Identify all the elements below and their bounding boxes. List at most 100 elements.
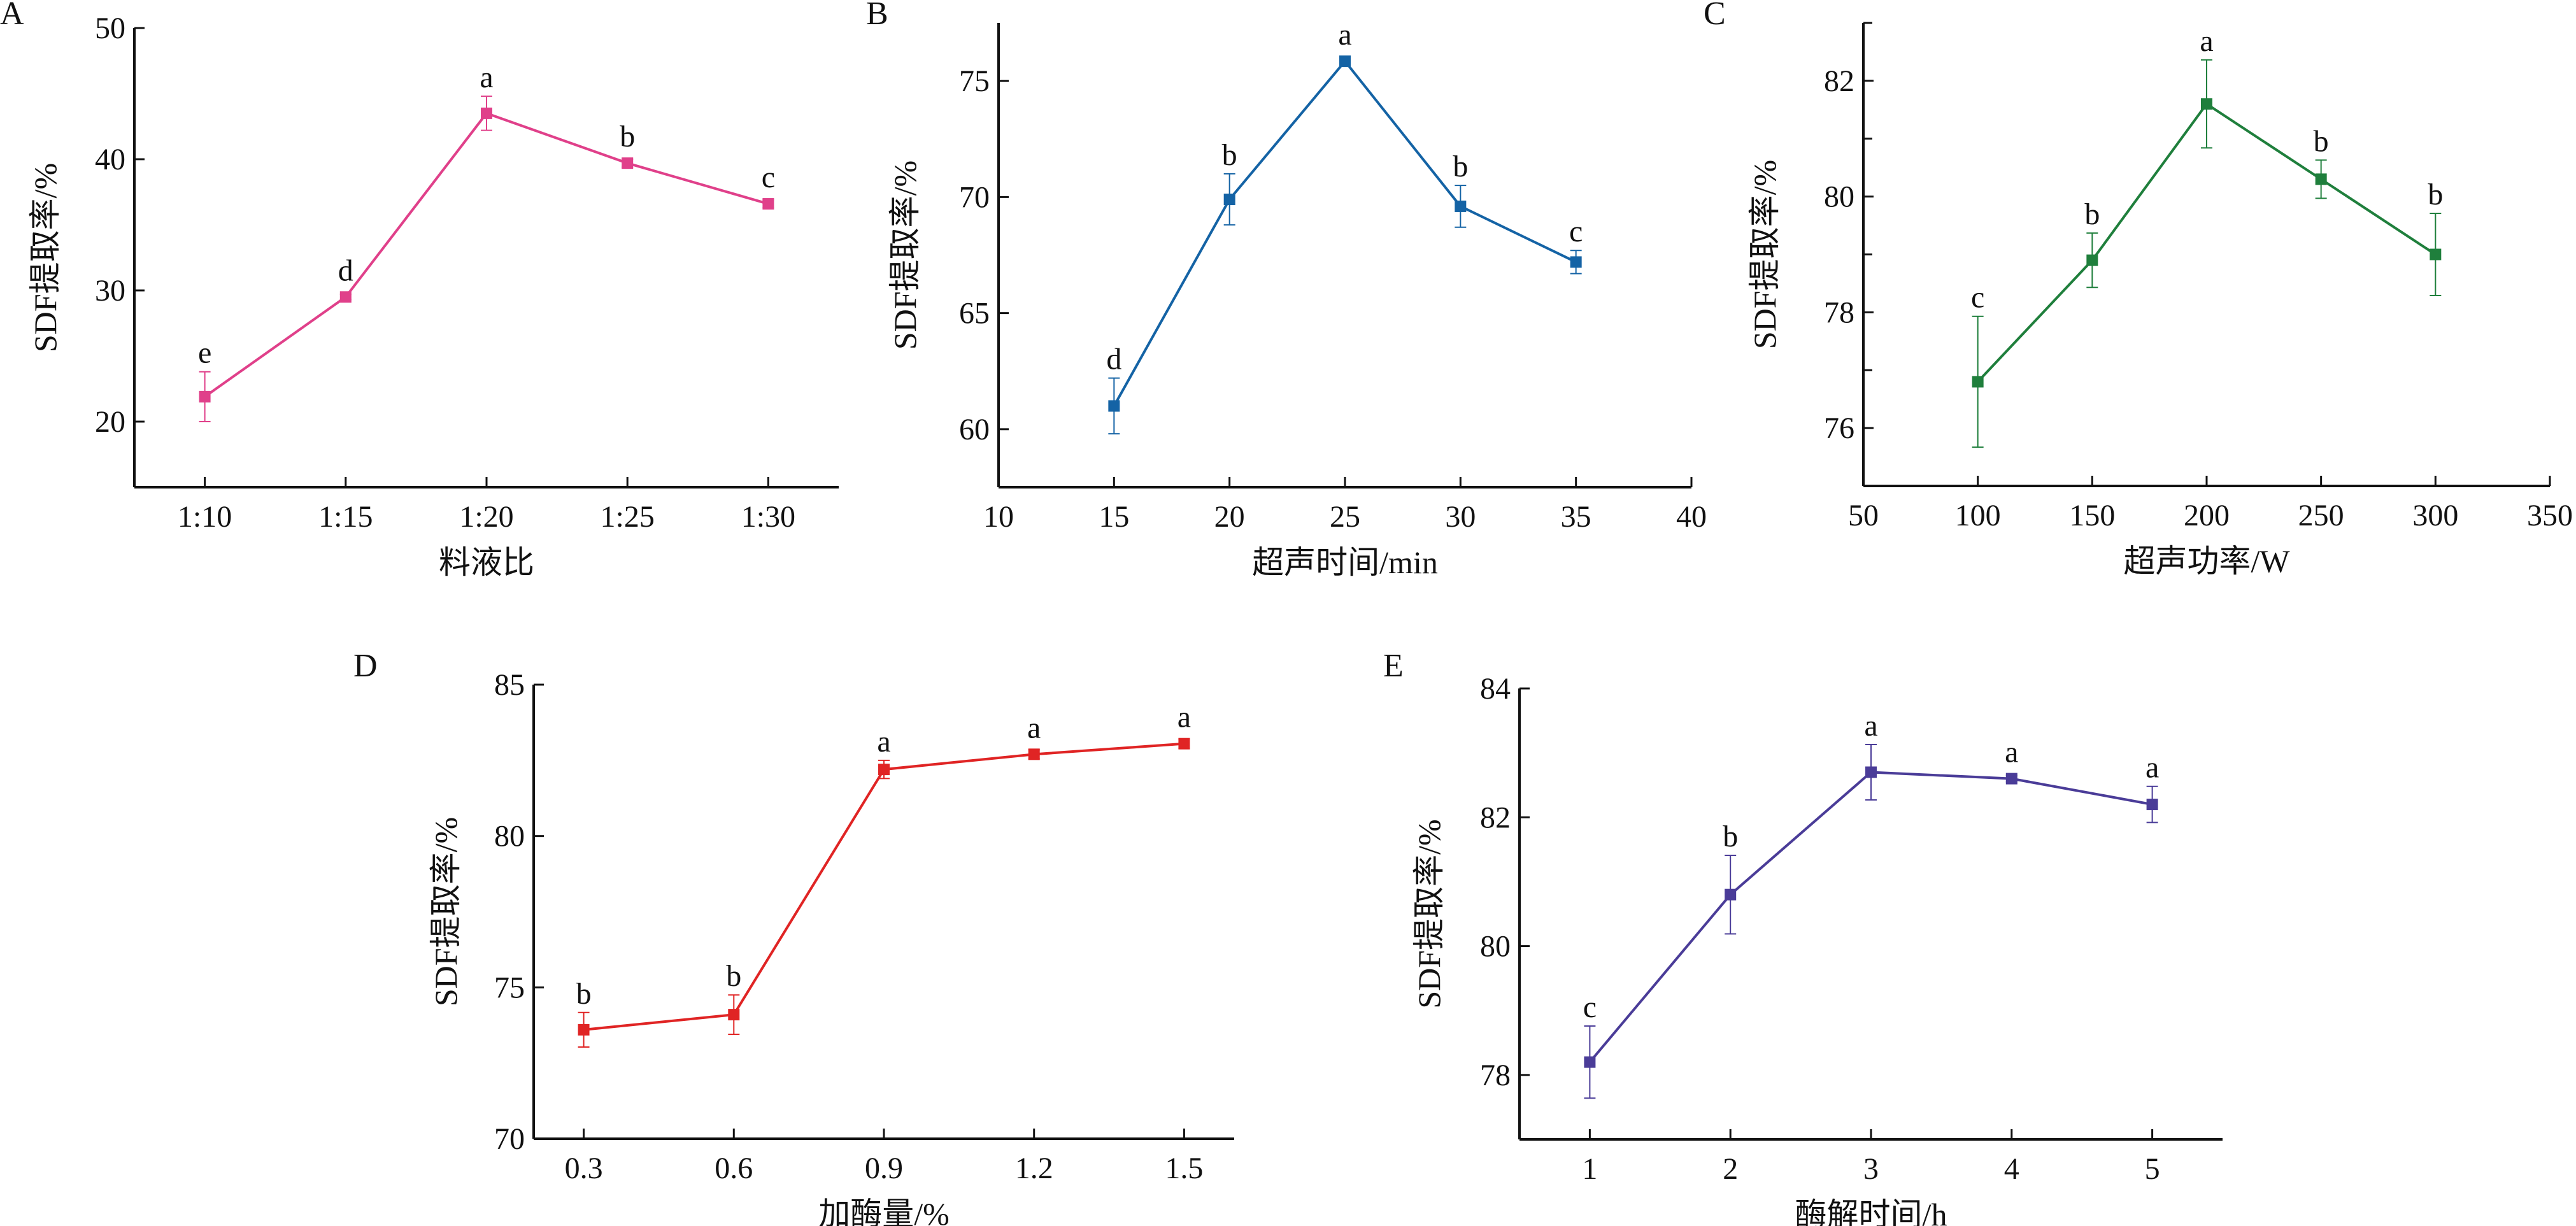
x-tick-label: 1:30: [741, 500, 795, 534]
y-tick-label: 80: [1824, 180, 1854, 214]
data-point-marker: [1455, 200, 1467, 212]
y-tick-label: 78: [1480, 1058, 1511, 1092]
data-point-marker: [1223, 194, 1235, 206]
data-point-marker: [481, 107, 492, 119]
data-point-marker: [2430, 248, 2442, 260]
x-tick-label: 1:10: [178, 500, 232, 534]
x-tick-label: 30: [1445, 500, 1476, 534]
x-tick-label: 4: [2004, 1152, 2019, 1186]
data-point-marker: [728, 1009, 740, 1021]
x-tick-label: 20: [1214, 500, 1245, 534]
significance-letter: a: [2145, 751, 2159, 785]
significance-letter: a: [1178, 701, 1191, 734]
y-tick-label: 75: [959, 64, 990, 98]
data-point-marker: [2146, 799, 2158, 811]
series-line: [204, 111, 769, 398]
significance-letter: c: [1583, 990, 1597, 1024]
y-tick-label: 76: [1824, 411, 1854, 445]
significance-letter: b: [1222, 138, 1237, 172]
y-tick-label: 75: [494, 971, 525, 1004]
x-tick-label: 1:20: [459, 500, 513, 534]
chart-panel-a: A 20 30 40 50 1:10 1:15 1:20 1:25 1:30 料液比 SDF提取率/%…: [0, 0, 839, 580]
y-tick-label: 70: [494, 1122, 525, 1156]
chart-panel-d: D 70 75 80 85 0.3 0.6 0.9 1.2 1.5 加酶量/% SDF提取率/% b b a…: [353, 648, 1234, 1226]
x-tick-label: 1: [1582, 1152, 1597, 1186]
data-point-marker: [622, 157, 634, 169]
x-tick-label: 100: [1955, 499, 2001, 532]
x-tick-label: 10: [983, 500, 1014, 534]
data-point-marker: [1108, 400, 1120, 412]
x-tick-label: 5: [2145, 1152, 2160, 1186]
significance-letter: a: [1338, 18, 1351, 52]
x-axis-title: 超声时间/min: [1252, 545, 1438, 580]
significance-letter: e: [198, 336, 211, 370]
x-tick-label: 25: [1330, 500, 1360, 534]
chart-panel-b: B 60 65 70 75 10 15 20 25 30 35 40 超声时间/min SDF提取率/% d…: [866, 0, 1707, 580]
series-line: [1588, 771, 2153, 1063]
y-tick-label: 84: [1480, 672, 1511, 706]
significance-letter: b: [620, 120, 635, 153]
x-tick-label: 350: [2527, 499, 2573, 532]
y-tick-label: 20: [95, 405, 125, 439]
significance-letter: a: [2200, 24, 2213, 58]
x-tick-label: 0.9: [865, 1151, 903, 1185]
x-tick-label: 15: [1099, 500, 1129, 534]
x-tick-label: 200: [2184, 499, 2230, 532]
y-tick-label: 80: [494, 820, 525, 853]
y-tick-label: 40: [95, 143, 125, 176]
data-point-marker: [339, 291, 352, 303]
data-point-marker: [1725, 888, 1737, 901]
data-point-marker: [2315, 173, 2327, 185]
x-tick-label: 0.6: [715, 1151, 753, 1185]
data-point-marker: [1570, 256, 1582, 268]
y-tick-label: 65: [959, 297, 990, 331]
significance-letter: d: [1106, 343, 1121, 376]
y-tick-label: 82: [1824, 64, 1854, 98]
panel-label: C: [1704, 0, 1726, 32]
x-axis-title: 料液比: [439, 545, 534, 580]
y-tick-label: 70: [959, 180, 990, 214]
y-axis-title: SDF提取率/%: [27, 163, 63, 352]
y-axis-title: SDF提取率/%: [1747, 160, 1783, 349]
data-point-marker: [2086, 254, 2098, 266]
significance-letter: d: [338, 253, 353, 287]
x-tick-label: 1.5: [1165, 1151, 1203, 1185]
chart-panel-c: C 76 78 80 82 50 100 150 200 250 300 350 超声功率/W SDF提取…: [1704, 0, 2573, 579]
y-axis-title: SDF提取率/%: [887, 160, 923, 350]
y-tick-label: 30: [95, 274, 125, 308]
x-tick-label: 1:15: [318, 500, 373, 534]
x-tick-label: 40: [1676, 500, 1707, 534]
x-tick-label: 1:25: [601, 500, 655, 534]
y-tick-label: 78: [1824, 296, 1854, 329]
x-tick-label: 250: [2298, 499, 2344, 532]
significance-letter: a: [480, 61, 493, 94]
panel-label: A: [0, 0, 24, 32]
series-line: [1113, 59, 1577, 407]
chart-panel-e: E 78 80 82 84 1 2 3 4 5 酶解时间/h SDF提取率/% c b a a a: [1383, 648, 2223, 1226]
significance-letter: c: [762, 160, 775, 194]
data-point-marker: [1028, 748, 1040, 760]
data-point-marker: [1972, 376, 1984, 388]
data-point-marker: [199, 390, 211, 403]
x-axis-title: 超声功率/W: [2123, 543, 2290, 579]
y-axis-title: SDF提取率/%: [1411, 819, 1447, 1008]
x-tick-label: 0.3: [565, 1151, 603, 1185]
data-point-marker: [878, 764, 890, 776]
series-line: [583, 742, 1185, 1031]
significance-letter: b: [1723, 820, 1738, 853]
x-axis-title: 酶解时间/h: [1795, 1197, 1947, 1226]
x-tick-label: 35: [1561, 500, 1591, 534]
significance-letter: b: [1453, 150, 1468, 183]
panel-label: E: [1383, 648, 1404, 684]
x-axis-title: 加酶量/%: [818, 1196, 950, 1226]
data-point-marker: [1865, 766, 1877, 778]
data-point-marker: [578, 1023, 590, 1036]
significance-letter: b: [2084, 197, 2100, 231]
significance-letter: c: [1971, 281, 1984, 315]
panel-label: B: [866, 0, 888, 32]
y-tick-label: 50: [95, 11, 125, 45]
data-point-marker: [2201, 98, 2212, 110]
y-axis-title: SDF提取率/%: [428, 817, 464, 1006]
data-point-marker: [2005, 773, 2017, 785]
x-tick-label: 300: [2412, 499, 2458, 532]
